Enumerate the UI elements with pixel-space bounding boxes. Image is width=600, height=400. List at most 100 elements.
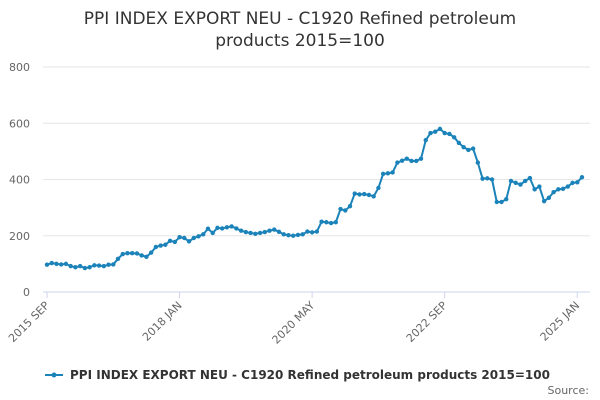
data-point <box>551 189 556 195</box>
data-point <box>380 171 386 177</box>
data-point <box>243 229 249 235</box>
data-point <box>276 229 282 235</box>
data-point <box>518 182 523 187</box>
x-tick-label: 2020 MAY <box>270 299 318 347</box>
x-tick-label: 2015 SEP <box>6 299 52 345</box>
series-line <box>46 127 583 270</box>
data-point <box>134 251 140 256</box>
data-point <box>257 230 263 236</box>
data-point <box>414 158 419 164</box>
data-point <box>499 199 504 205</box>
data-point <box>267 228 272 233</box>
data-point <box>139 253 144 258</box>
data-point <box>272 227 277 232</box>
x-tick-label: 2022 SEP <box>404 299 450 345</box>
data-point <box>522 178 528 184</box>
data-point <box>508 178 514 184</box>
data-point <box>248 230 253 236</box>
data-point <box>224 225 230 230</box>
data-point <box>286 232 291 238</box>
data-point <box>295 232 301 238</box>
y-axis-tick-labels: 0 200 400 600 800 <box>9 61 30 299</box>
data-point <box>148 250 154 255</box>
data-point <box>570 180 575 186</box>
data-point <box>437 126 443 132</box>
data-point <box>328 220 334 226</box>
data-point <box>404 156 410 161</box>
data-point <box>366 192 372 198</box>
data-point <box>238 228 244 233</box>
data-point <box>575 180 580 185</box>
data-point <box>376 185 381 191</box>
y-tick-label-0: 0 <box>23 286 30 299</box>
data-point <box>234 226 239 231</box>
data-point <box>130 250 135 256</box>
data-point <box>423 137 428 143</box>
data-point <box>111 262 116 267</box>
data-point <box>201 232 206 237</box>
data-point <box>319 219 324 224</box>
data-point <box>158 243 163 248</box>
data-point <box>428 130 433 136</box>
data-point <box>385 171 391 176</box>
data-point <box>451 135 457 140</box>
data-point <box>409 158 414 164</box>
x-tick-label: 2018 JAN <box>140 299 185 344</box>
series-layer <box>44 126 585 271</box>
data-point <box>87 265 92 270</box>
data-point <box>300 232 305 237</box>
data-point <box>49 260 54 266</box>
data-point <box>215 225 220 231</box>
data-point <box>494 199 499 205</box>
data-point <box>546 195 552 200</box>
data-point <box>73 265 78 270</box>
data-point <box>565 184 570 189</box>
data-point <box>210 230 215 236</box>
data-point <box>579 175 585 180</box>
legend-series-marker <box>51 372 57 378</box>
data-point <box>290 233 296 238</box>
data-point <box>466 147 471 153</box>
grid-lines <box>43 66 590 237</box>
y-tick-label-600: 600 <box>9 117 30 130</box>
data-point <box>442 130 447 136</box>
data-point <box>399 158 405 163</box>
data-point <box>125 250 130 256</box>
chart-title-line-2: products 2015=100 <box>215 31 385 51</box>
data-point <box>186 239 192 244</box>
data-point <box>560 186 566 191</box>
data-point <box>556 187 561 192</box>
data-point <box>281 232 286 237</box>
data-point <box>177 234 182 240</box>
data-point <box>205 226 211 231</box>
data-point <box>371 194 376 199</box>
data-point <box>153 244 159 250</box>
data-point <box>63 261 69 267</box>
data-point <box>167 238 173 244</box>
data-point <box>196 234 201 239</box>
data-point <box>92 263 97 268</box>
y-tick-label-800: 800 <box>9 61 30 74</box>
data-point <box>144 254 149 260</box>
data-point <box>219 226 225 231</box>
source-label[interactable]: Source: <box>548 384 590 397</box>
data-point <box>54 261 59 267</box>
data-point <box>456 140 462 146</box>
y-tick-label-200: 200 <box>9 230 30 243</box>
data-point <box>68 263 73 269</box>
chart-title-line-1: PPI INDEX EXPORT NEU - C1920 Refined pet… <box>84 9 516 29</box>
data-point <box>338 206 343 212</box>
x-axis-tick-labels: 2015 SEP 2018 JAN 2020 MAY 2022 SEP 2025 JAN <box>6 299 582 347</box>
data-point <box>115 256 121 262</box>
data-point <box>305 229 310 234</box>
data-point <box>163 242 168 247</box>
data-point <box>333 220 339 225</box>
data-point <box>470 146 476 151</box>
legend-series-label[interactable]: PPI INDEX EXPORT NEU - C1920 Refined pet… <box>70 368 550 382</box>
data-point <box>433 129 438 134</box>
data-point <box>96 263 102 268</box>
data-point <box>191 235 196 241</box>
data-point <box>352 191 357 196</box>
legend[interactable]: PPI INDEX EXPORT NEU - C1920 Refined pet… <box>45 368 550 382</box>
